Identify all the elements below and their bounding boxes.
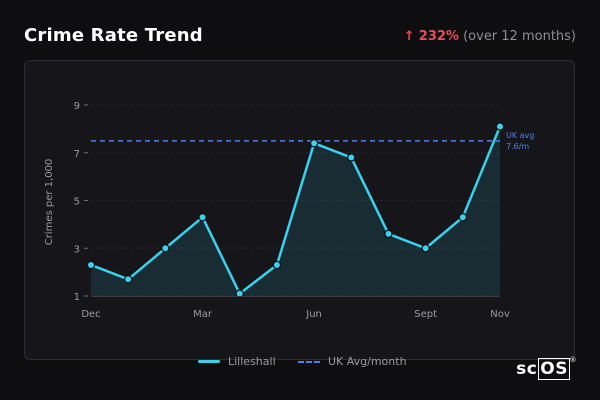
data-point	[421, 244, 430, 253]
data-point	[161, 244, 170, 253]
x-tick-label: Nov	[490, 309, 510, 320]
y-axis-label: Crimes per 1,000	[44, 159, 55, 246]
chart-card	[24, 60, 575, 360]
data-point	[86, 260, 96, 270]
legend-label-reference: UK Avg/month	[328, 355, 407, 368]
x-tick-label: Sept	[414, 309, 437, 320]
y-tick-label: 5	[74, 197, 80, 208]
legend-label-series: Lilleshall	[228, 355, 276, 368]
brand-logo: sc OS ®	[516, 356, 577, 380]
y-tick-label: 9	[74, 101, 80, 112]
x-tick-label: Mar	[193, 309, 213, 320]
x-tick-label: Dec	[81, 309, 100, 320]
reference-label: UK avg	[506, 131, 534, 140]
legend-swatch-series	[198, 360, 220, 363]
data-point	[347, 153, 356, 162]
change-note: (over 12 months)	[463, 29, 576, 44]
change-percent: 232%	[418, 29, 459, 44]
reference-value-label: 7.6/m	[506, 142, 529, 151]
chart-title: Crime Rate Trend	[24, 25, 203, 46]
data-point	[123, 275, 133, 284]
data-point	[458, 213, 468, 222]
data-point	[309, 138, 319, 148]
legend: Lilleshall UK Avg/month	[0, 355, 600, 371]
y-tick-label: 3	[74, 244, 80, 255]
legend-item-series[interactable]: Lilleshall	[198, 355, 276, 368]
data-point	[495, 122, 505, 131]
legend-item-reference[interactable]: UK Avg/month	[298, 355, 407, 368]
legend-swatch-reference	[298, 360, 320, 363]
data-point	[235, 289, 244, 298]
series-area	[91, 126, 500, 296]
data-point	[384, 229, 393, 239]
y-tick-label: 1	[74, 292, 80, 303]
x-tick-label: Jun	[305, 309, 322, 320]
series-line	[89, 125, 502, 295]
data-point	[272, 260, 282, 270]
change-stat: ↑ 232% (over 12 months)	[404, 29, 576, 44]
up-arrow-icon: ↑	[403, 29, 415, 44]
data-point	[198, 213, 207, 222]
y-tick-label: 7	[74, 149, 80, 160]
